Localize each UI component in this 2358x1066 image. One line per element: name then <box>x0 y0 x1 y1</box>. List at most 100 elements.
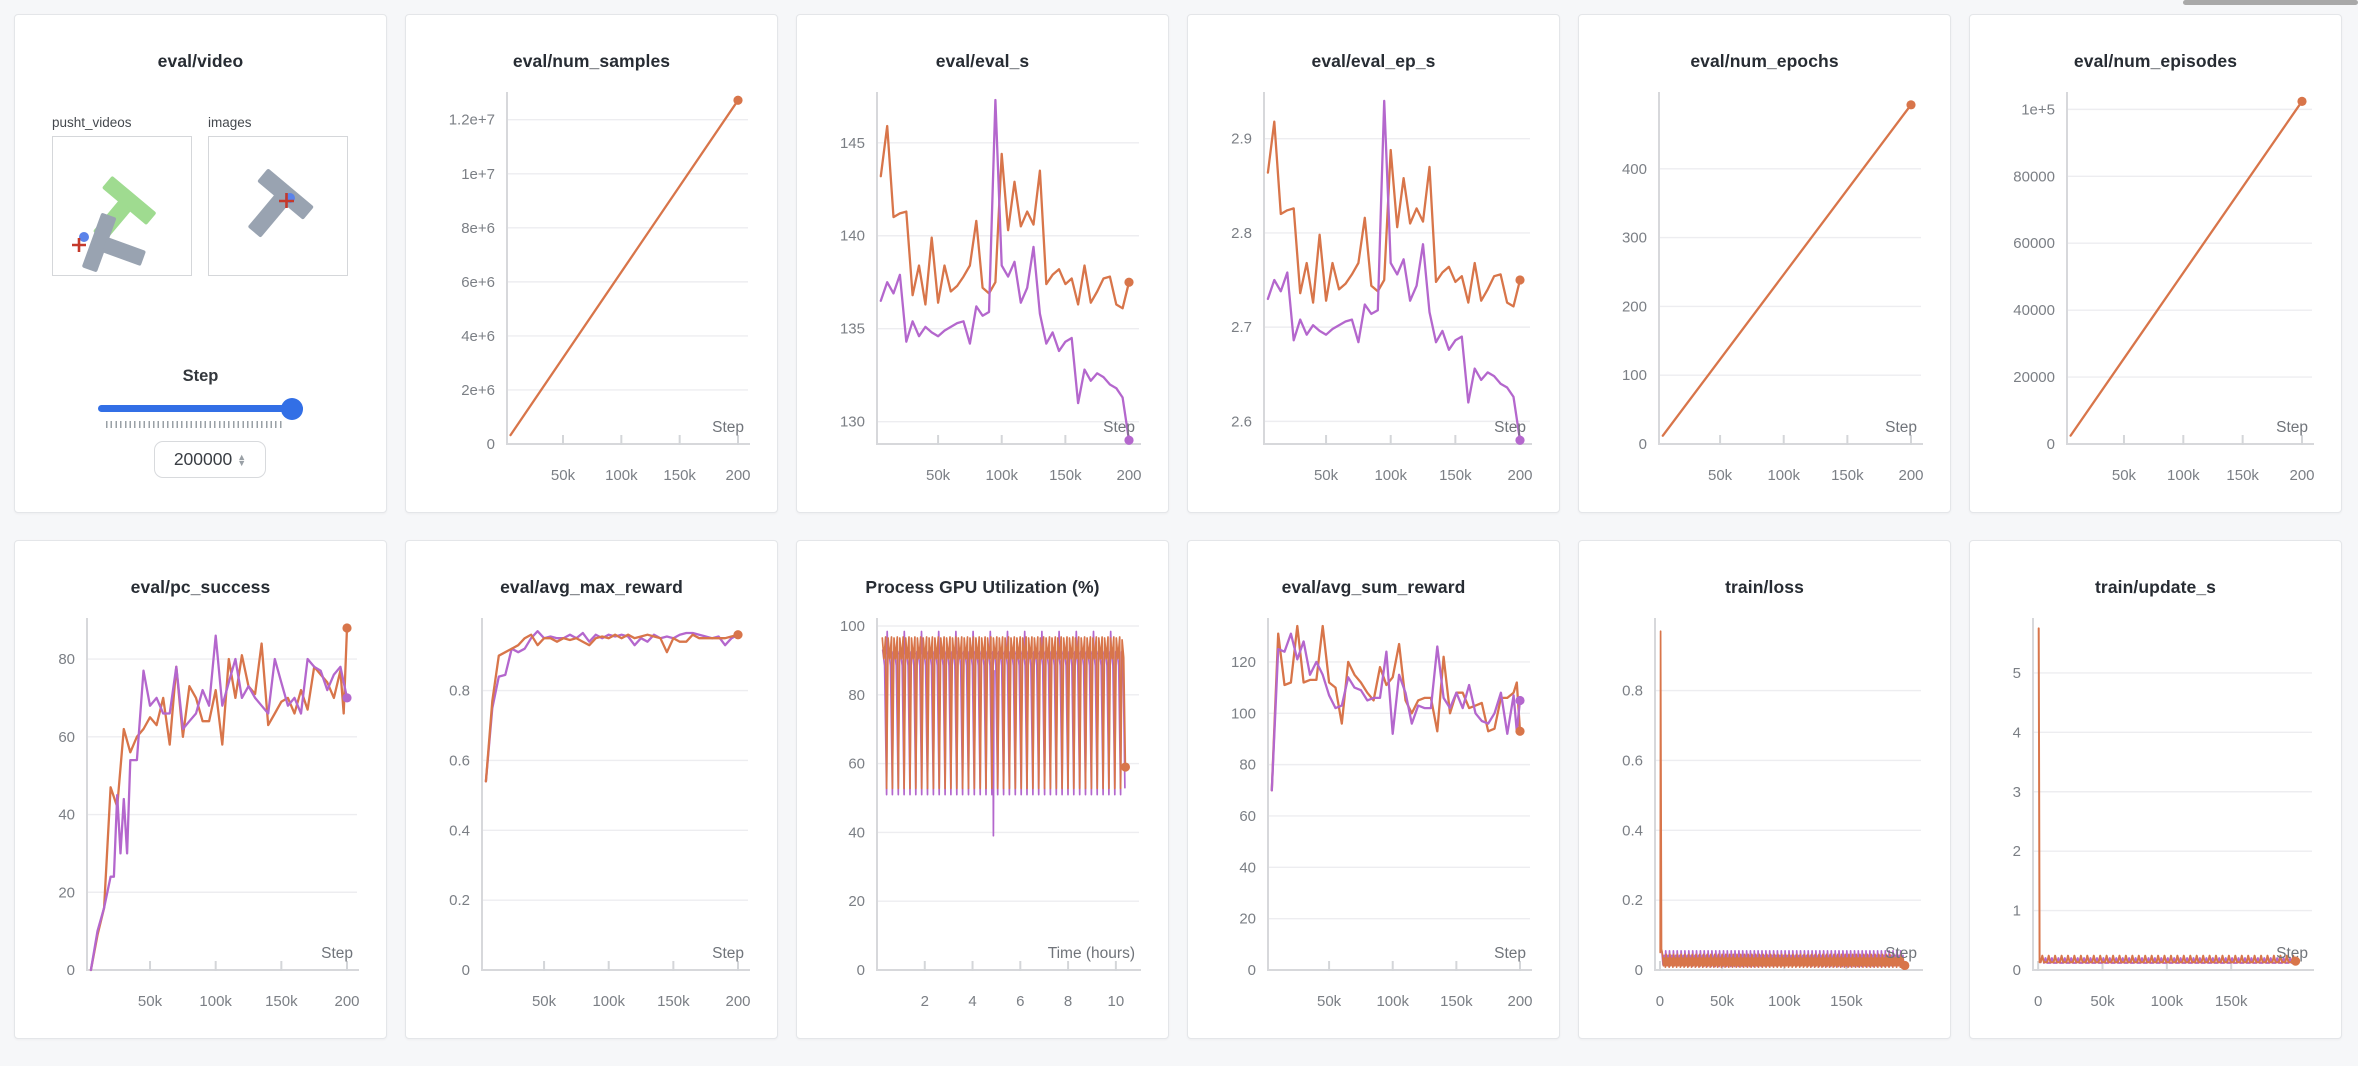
svg-text:0: 0 <box>1656 993 1664 1010</box>
svg-text:300: 300 <box>1622 230 1647 247</box>
panel-train-loss: train/loss 0 0.2 0.4 0.6 0.8 0 50k 100k 150k Step <box>1578 540 1951 1039</box>
svg-text:135: 135 <box>840 321 865 338</box>
chart-title: eval/pc_success <box>130 577 271 597</box>
step-down-icon[interactable]: ▼ <box>237 457 247 468</box>
panel-eval-video: eval/video pusht_videos images <box>14 14 387 513</box>
svg-text:0.6: 0.6 <box>449 752 470 769</box>
svg-text:60000: 60000 <box>2013 235 2055 252</box>
svg-text:80000: 80000 <box>2013 168 2055 185</box>
chart-title: train/loss <box>1725 577 1804 597</box>
svg-text:80: 80 <box>58 651 75 668</box>
step-slider-label: Step <box>182 367 219 385</box>
svg-text:100k: 100k <box>1767 467 1800 484</box>
svg-text:100: 100 <box>1622 367 1647 384</box>
svg-text:200: 200 <box>1116 467 1141 484</box>
target-cross <box>72 238 86 252</box>
svg-text:1: 1 <box>2013 903 2021 920</box>
svg-text:80: 80 <box>848 687 865 704</box>
svg-text:145: 145 <box>840 135 865 152</box>
svg-text:150k: 150k <box>1440 993 1473 1010</box>
svg-text:100: 100 <box>840 618 865 635</box>
svg-text:100k: 100k <box>1768 993 1801 1010</box>
chart-title: eval/num_epochs <box>1690 51 1839 71</box>
svg-text:200: 200 <box>1507 467 1532 484</box>
chart-plot-eval-avg-max-reward[interactable]: 0 0.2 0.4 0.6 0.8 50k 100k 150k 200 Step <box>406 614 777 1030</box>
panel-eval-eval-ep-s: eval/eval_ep_s 2.6 2.7 2.8 2.9 50k 100k 150k 20… <box>1187 14 1560 513</box>
svg-text:10: 10 <box>1108 993 1125 1010</box>
svg-text:3: 3 <box>2013 784 2021 801</box>
step-slider[interactable] <box>98 405 303 412</box>
svg-text:50k: 50k <box>1317 993 1342 1010</box>
svg-text:2.8: 2.8 <box>1231 225 1252 242</box>
svg-text:150k: 150k <box>657 993 690 1010</box>
svg-text:2e+6: 2e+6 <box>461 382 495 399</box>
svg-text:50k: 50k <box>2112 467 2137 484</box>
chart-plot-eval-num-episodes[interactable]: 0 20000 40000 60000 80000 1e+5 50k 100k 150k 200 S… <box>1970 88 2341 504</box>
panel-eval-num-samples: eval/num_samples 0 2e+6 4e+6 6e+6 8e+6 1e+7 1.… <box>405 14 778 513</box>
svg-text:50k: 50k <box>551 467 576 484</box>
svg-text:200: 200 <box>1898 467 1923 484</box>
svg-text:0.8: 0.8 <box>449 683 470 700</box>
svg-text:200: 200 <box>1622 298 1647 315</box>
chart-plot-train-loss[interactable]: 0 0.2 0.4 0.6 0.8 0 50k 100k 150k Step <box>1579 614 1950 1030</box>
svg-text:0.4: 0.4 <box>1622 822 1643 839</box>
svg-text:4e+6: 4e+6 <box>461 328 495 345</box>
images-thumbnail[interactable] <box>208 136 348 276</box>
svg-text:Step: Step <box>1494 419 1526 436</box>
svg-text:0: 0 <box>67 962 75 979</box>
svg-text:200: 200 <box>725 993 750 1010</box>
stepper-arrows[interactable]: ▲ ▼ <box>237 451 247 468</box>
svg-text:4: 4 <box>968 993 976 1010</box>
svg-text:Step: Step <box>1494 945 1526 962</box>
panel-train-update-s: train/update_s 0 1 2 3 4 5 0 50k 100k 150k Step <box>1969 540 2342 1039</box>
chart-plot-train-update-s[interactable]: 0 1 2 3 4 5 0 50k 100k 150k Step <box>1970 614 2341 1030</box>
svg-text:50k: 50k <box>1710 993 1735 1010</box>
svg-text:Step: Step <box>321 945 353 962</box>
pusht-videos-thumbnail[interactable] <box>52 136 192 276</box>
svg-text:0.4: 0.4 <box>449 822 470 839</box>
step-slider-handle[interactable] <box>281 397 303 420</box>
svg-text:Time (hours): Time (hours) <box>1048 945 1135 962</box>
svg-text:Step: Step <box>2276 419 2308 436</box>
step-input[interactable]: 200000 ▲ ▼ <box>154 441 266 478</box>
svg-text:130: 130 <box>840 414 865 431</box>
chart-title: eval/eval_s <box>935 51 1030 71</box>
step-input-value: 200000 <box>173 449 233 469</box>
step-up-icon[interactable]: ▲ <box>237 451 247 462</box>
svg-text:200: 200 <box>334 993 359 1010</box>
svg-text:100k: 100k <box>1374 467 1407 484</box>
panel-process-gpu-utilization: Process GPU Utilization (%) 0 20 40 60 80 100… <box>796 540 1169 1039</box>
target-cross <box>279 193 294 208</box>
svg-text:50k: 50k <box>138 993 163 1010</box>
chart-plot-eval-eval-ep-s[interactable]: 2.6 2.7 2.8 2.9 50k 100k 150k 200 Step <box>1188 88 1559 504</box>
svg-text:0: 0 <box>487 436 495 453</box>
chart-title: eval/avg_max_reward <box>500 577 683 597</box>
svg-text:Step: Step <box>2276 945 2308 962</box>
svg-text:50k: 50k <box>1708 467 1733 484</box>
chart-title: Process GPU Utilization (%) <box>865 577 1100 597</box>
svg-text:Step: Step <box>712 945 744 962</box>
horizontal-scrollbar[interactable] <box>2183 0 2358 5</box>
svg-text:150k: 150k <box>1831 467 1864 484</box>
svg-text:60: 60 <box>848 756 865 773</box>
chart-title: train/update_s <box>2094 577 2216 597</box>
chart-plot-eval-num-epochs[interactable]: 0 100 200 300 400 50k 100k 150k 200 Step <box>1579 88 1950 504</box>
svg-text:Step: Step <box>1885 419 1917 436</box>
svg-text:0.8: 0.8 <box>1622 683 1643 700</box>
chart-plot-eval-eval-s[interactable]: 130 135 140 145 50k 100k 150k 200 Step <box>797 88 1168 504</box>
chart-plot-eval-pc-success[interactable]: 0 20 40 60 80 50k 100k 150k 200 Step <box>15 614 386 1030</box>
svg-text:120: 120 <box>1231 654 1256 671</box>
svg-text:6e+6: 6e+6 <box>461 274 495 291</box>
chart-plot-process-gpu-utilization[interactable]: 0 20 40 60 80 100 2 4 6 8 10 Time (hours) <box>797 614 1168 1030</box>
media-key-label-pusht-videos: pusht_videos <box>52 115 132 130</box>
svg-text:150k: 150k <box>1830 993 1863 1010</box>
svg-text:2: 2 <box>921 993 929 1010</box>
chart-plot-eval-num-samples[interactable]: 0 2e+6 4e+6 6e+6 8e+6 1e+7 1.2e+7 50k 100k 150k 20… <box>406 88 777 504</box>
chart-plot-eval-avg-sum-reward[interactable]: 0 20 40 60 80 100 120 50k 100k 150k 200 Step <box>1188 614 1559 1030</box>
svg-text:1e+7: 1e+7 <box>461 166 495 183</box>
svg-text:50k: 50k <box>532 993 557 1010</box>
block-t-shape <box>248 169 314 237</box>
svg-text:20: 20 <box>1239 911 1256 928</box>
svg-text:100k: 100k <box>592 993 625 1010</box>
svg-text:40: 40 <box>58 807 75 824</box>
